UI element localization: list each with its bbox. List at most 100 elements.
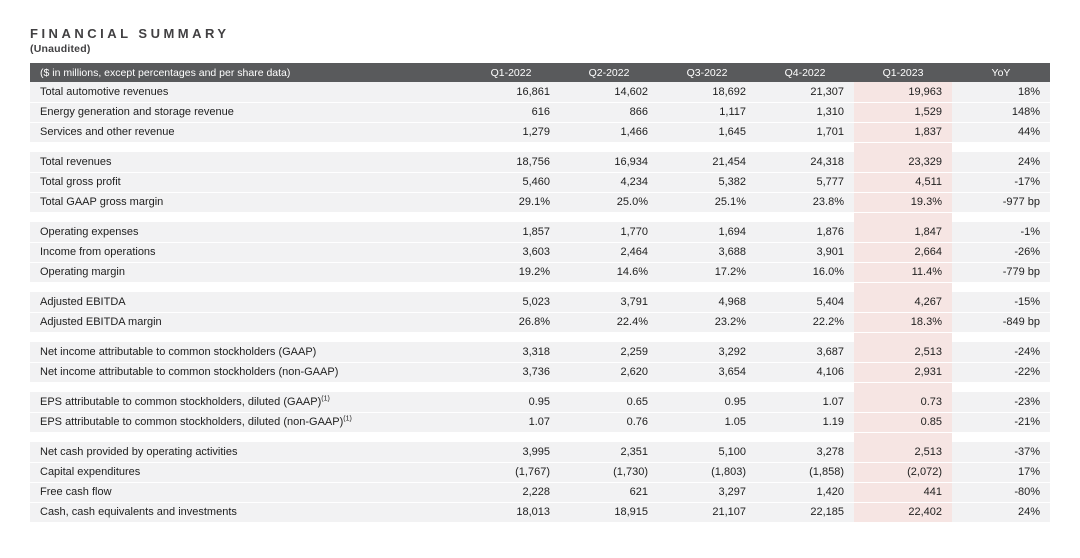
cell-value: 1,310 <box>756 102 854 123</box>
cell-value: 0.95 <box>658 392 756 413</box>
cell-q1-2023-highlight: 11.4% <box>854 262 952 283</box>
cell-value: 3,654 <box>658 362 756 383</box>
cell-value: 1,876 <box>756 222 854 243</box>
cell-value: 5,382 <box>658 172 756 193</box>
cell-yoy: -26% <box>952 242 1050 263</box>
cell-value: 0.76 <box>560 412 658 433</box>
cell-value: 1.07 <box>462 412 560 433</box>
spacer-row <box>30 332 1050 343</box>
cell-value: 1,694 <box>658 222 756 243</box>
cell-value: 1.19 <box>756 412 854 433</box>
cell-value: 616 <box>462 102 560 123</box>
cell-q1-2023-highlight: 1,529 <box>854 102 952 123</box>
cell-yoy: 24% <box>952 152 1050 173</box>
cell-value: 17.2% <box>658 262 756 283</box>
cell-value: 26.8% <box>462 312 560 333</box>
cell-value: 1.05 <box>658 412 756 433</box>
table-row: Cash, cash equivalents and investments 18… <box>30 502 1050 523</box>
cell-q1-2023-highlight: 23,329 <box>854 152 952 173</box>
cell-value: 3,901 <box>756 242 854 263</box>
cell-q1-2023-highlight: 18.3% <box>854 312 952 333</box>
cell-value: (1,767) <box>462 462 560 483</box>
cell-value: 5,460 <box>462 172 560 193</box>
table-row: Operating margin 19.2% 14.6% 17.2% 16.0% 11.4… <box>30 262 1050 283</box>
cell-value: 25.0% <box>560 192 658 213</box>
cell-value: 22.2% <box>756 312 854 333</box>
cell-value: 21,454 <box>658 152 756 173</box>
cell-value: 1.07 <box>756 392 854 413</box>
row-label: Free cash flow <box>30 482 462 503</box>
cell-value: 29.1% <box>462 192 560 213</box>
row-label: Net income attributable to common stockh… <box>30 362 462 383</box>
cell-value: 621 <box>560 482 658 503</box>
cell-value: 866 <box>560 102 658 123</box>
cell-value: 2,464 <box>560 242 658 263</box>
row-label: Total GAAP gross margin <box>30 192 462 213</box>
spacer-row <box>30 282 1050 293</box>
page-subtitle: (Unaudited) <box>30 42 91 55</box>
cell-q1-2023-highlight: 0.73 <box>854 392 952 413</box>
cell-q1-2023-highlight: 4,511 <box>854 172 952 193</box>
spacer-row <box>30 212 1050 223</box>
cell-value: (1,803) <box>658 462 756 483</box>
cell-value: 22,185 <box>756 502 854 523</box>
cell-value: 0.95 <box>462 392 560 413</box>
cell-value: 1,466 <box>560 122 658 143</box>
row-label: Income from operations <box>30 242 462 263</box>
cell-yoy: 44% <box>952 122 1050 143</box>
cell-q1-2023-highlight: 19.3% <box>854 192 952 213</box>
table-row: Total GAAP gross margin 29.1% 25.0% 25.1% 23… <box>30 192 1050 213</box>
cell-value: 5,404 <box>756 292 854 313</box>
table-row: Net income attributable to common stockh… <box>30 362 1050 383</box>
table-header-label: ($ in millions, except percentages and p… <box>30 63 462 83</box>
cell-value: 16,861 <box>462 82 560 103</box>
cell-value: 2,620 <box>560 362 658 383</box>
cell-value: 18,013 <box>462 502 560 523</box>
column-header-yoy: YoY <box>952 63 1050 83</box>
cell-q1-2023-highlight: 0.85 <box>854 412 952 433</box>
cell-q1-2023-highlight: 22,402 <box>854 502 952 523</box>
cell-value: 1,645 <box>658 122 756 143</box>
cell-yoy: 18% <box>952 82 1050 103</box>
cell-value: 2,351 <box>560 442 658 463</box>
cell-value: 4,968 <box>658 292 756 313</box>
cell-value: 18,692 <box>658 82 756 103</box>
financial-summary-table: ($ in millions, except percentages and p… <box>30 63 1050 523</box>
table-row: Adjusted EBITDA 5,023 3,791 4,968 5,404 4,267… <box>30 292 1050 313</box>
row-label: Total gross profit <box>30 172 462 193</box>
cell-value: 3,791 <box>560 292 658 313</box>
table-row: EPS attributable to common stockholders,… <box>30 392 1050 413</box>
table-row: Energy generation and storage revenue 616… <box>30 102 1050 123</box>
cell-yoy: -22% <box>952 362 1050 383</box>
cell-yoy: -23% <box>952 392 1050 413</box>
cell-q1-2023-highlight: 2,513 <box>854 442 952 463</box>
cell-value: 4,234 <box>560 172 658 193</box>
column-header-q2-2022: Q2-2022 <box>560 63 658 83</box>
cell-value: 21,307 <box>756 82 854 103</box>
cell-value: 1,117 <box>658 102 756 123</box>
column-header-q4-2022: Q4-2022 <box>756 63 854 83</box>
cell-value: 1,279 <box>462 122 560 143</box>
row-label: Total automotive revenues <box>30 82 462 103</box>
table-row: Capital expenditures (1,767) (1,730) (1,803… <box>30 462 1050 483</box>
cell-value: 18,756 <box>462 152 560 173</box>
cell-value: 23.8% <box>756 192 854 213</box>
cell-yoy: -17% <box>952 172 1050 193</box>
cell-yoy: -977 bp <box>952 192 1050 213</box>
cell-value: 2,259 <box>560 342 658 363</box>
cell-value: 16,934 <box>560 152 658 173</box>
page-title: FINANCIAL SUMMARY <box>30 26 230 41</box>
cell-q1-2023-highlight: 2,664 <box>854 242 952 263</box>
cell-value: 2,228 <box>462 482 560 503</box>
row-label: Net income attributable to common stockh… <box>30 342 462 363</box>
cell-yoy: -15% <box>952 292 1050 313</box>
cell-q1-2023-highlight: 4,267 <box>854 292 952 313</box>
table-row: Free cash flow 2,228 621 3,297 1,420 441 -80% <box>30 482 1050 503</box>
cell-value: 0.65 <box>560 392 658 413</box>
cell-value: 24,318 <box>756 152 854 173</box>
cell-yoy: -80% <box>952 482 1050 503</box>
cell-value: 14.6% <box>560 262 658 283</box>
cell-value: 1,701 <box>756 122 854 143</box>
cell-value: (1,858) <box>756 462 854 483</box>
cell-value: 5,777 <box>756 172 854 193</box>
